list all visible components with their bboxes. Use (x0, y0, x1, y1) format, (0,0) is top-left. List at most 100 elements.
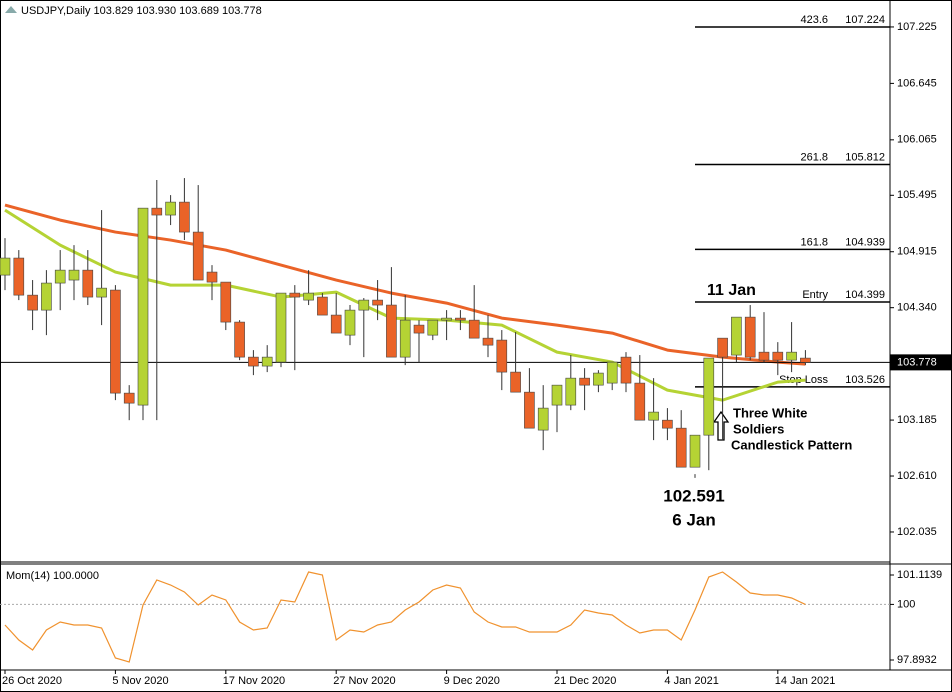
candle-body (662, 419, 673, 429)
last-price-box (890, 354, 952, 371)
level-value: 103.526 (845, 374, 885, 386)
candle-body (303, 292, 314, 301)
x-tick-label: 14 Jan 2021 (775, 675, 836, 687)
candle-body (372, 299, 383, 306)
candle-body (689, 434, 701, 468)
candle-body (717, 337, 728, 358)
annotation: Three White (733, 405, 807, 420)
y-tick-label: 102.035 (897, 526, 937, 538)
x-tick-label: 9 Dec 2020 (444, 675, 500, 687)
level-name: 261.8 (800, 151, 828, 163)
candle-body (123, 392, 135, 404)
candle-body (261, 356, 273, 367)
candle-body (593, 372, 604, 386)
indicator-line (4, 571, 806, 663)
candle-body (537, 407, 549, 431)
symbol-icon (5, 6, 17, 13)
candle-body (0, 257, 11, 276)
y-tick-label: 106.065 (897, 134, 937, 146)
candle-body (648, 411, 659, 421)
x-tick-label: 26 Oct 2020 (2, 675, 62, 687)
candle-body (441, 317, 452, 321)
y-tick-label: 103.185 (897, 414, 937, 426)
x-tick-label: 17 Nov 2020 (223, 675, 285, 687)
candle-body (413, 324, 425, 334)
candle-body (634, 382, 646, 421)
candle-body (206, 271, 218, 283)
annotation: 11 Jan (707, 282, 756, 299)
candle-body (731, 316, 742, 356)
y-tick-label: 107.225 (897, 21, 937, 33)
candle-body (344, 309, 356, 336)
candle-body (800, 357, 811, 363)
candle-body (482, 337, 494, 346)
level-name: 161.8 (800, 236, 828, 248)
candle-body (289, 292, 301, 298)
candle-body (68, 269, 80, 281)
level-value: 107.224 (845, 14, 885, 26)
candle-body (165, 201, 176, 216)
indicator-title: Mom(14) 100.0000 (6, 570, 99, 582)
level-name: 423.6 (800, 14, 828, 26)
candle-body (192, 231, 204, 281)
candle-body (606, 361, 618, 384)
candle-body (524, 391, 535, 429)
x-tick-label: 4 Jan 2021 (664, 675, 718, 687)
annotation: 102.591 (663, 486, 724, 505)
candle-body (27, 294, 38, 311)
candle-body (399, 319, 411, 358)
candle-body (758, 351, 770, 361)
y-tick-label: 106.645 (897, 77, 937, 89)
candle-body (96, 287, 107, 298)
candle-body (551, 384, 563, 406)
candle-body (703, 357, 715, 436)
candle-body (110, 289, 121, 394)
y-tick-label: 104.340 (897, 302, 937, 314)
candle-body (496, 339, 508, 373)
y-tick-label: 105.495 (897, 189, 937, 201)
candle-body (13, 257, 25, 296)
candle-body (455, 317, 466, 321)
candle-body (579, 377, 590, 386)
candle-body (275, 292, 287, 363)
annotation: Candlestick Pattern (731, 437, 852, 452)
candle-body (82, 269, 94, 298)
candle-body (510, 371, 521, 393)
y-tick-label: 97.8932 (897, 654, 937, 666)
candle-body (786, 351, 797, 361)
x-tick-label: 5 Nov 2020 (112, 675, 168, 687)
candle-body (427, 319, 439, 336)
candle-body (744, 316, 756, 358)
level-value: 104.399 (845, 289, 885, 301)
candle-body (220, 281, 232, 323)
y-tick-label: 100 (897, 598, 915, 610)
y-tick-label: 104.915 (897, 246, 937, 258)
candle-body (137, 207, 149, 406)
arrow (712, 410, 730, 441)
level-value: 105.812 (845, 151, 885, 163)
annotation: Soldiers (733, 421, 784, 436)
candle-body (386, 304, 397, 358)
annotation: 6 Jan (672, 510, 715, 529)
candle-body (248, 356, 259, 367)
candle-body (772, 351, 784, 361)
chart-title: USDJPY,Daily 103.829 103.930 103.689 103… (21, 5, 262, 17)
y-tick-label: 102.610 (897, 470, 937, 482)
candle-body (151, 207, 163, 216)
x-tick-label: 27 Nov 2020 (333, 675, 395, 687)
last-price-label: 103.778 (897, 356, 937, 368)
level-value: 104.939 (845, 236, 885, 248)
candle-body (234, 321, 245, 358)
candle-body (358, 299, 370, 311)
candle-body (54, 269, 66, 284)
candle-body (317, 296, 328, 316)
level-name: Entry (802, 289, 828, 301)
candle-body (675, 427, 687, 468)
x-tick-label: 21 Dec 2020 (554, 675, 616, 687)
candle-body (41, 282, 52, 311)
candle-body (179, 201, 190, 233)
candle-body (468, 319, 480, 339)
candle-body (565, 377, 577, 406)
